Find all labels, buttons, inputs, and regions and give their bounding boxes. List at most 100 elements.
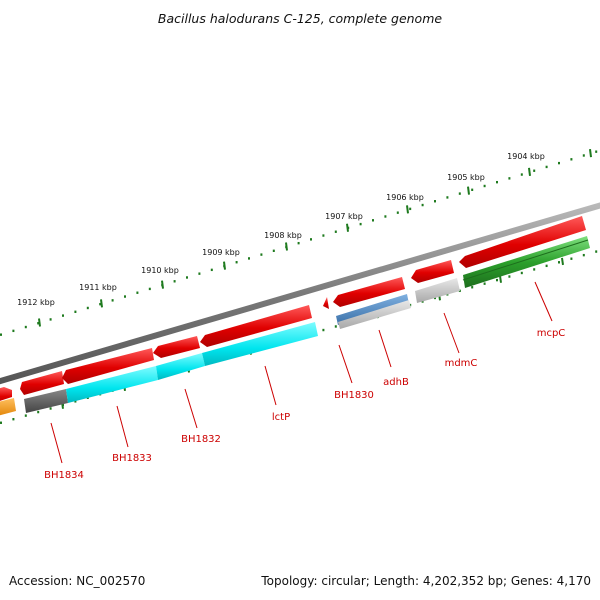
scale-tick-label: 1912 kbp <box>17 298 55 307</box>
inner-scale-dot <box>520 271 523 275</box>
scale-major-tick <box>346 223 349 232</box>
scale-minor-dot <box>272 249 275 252</box>
inner-scale-dot <box>496 278 498 282</box>
scale-minor-dot <box>508 177 511 180</box>
scale-minor-dot <box>37 322 40 325</box>
inner-scale-dot <box>37 410 40 414</box>
inner-scale-dot <box>558 261 560 264</box>
gene-arrow[interactable] <box>333 277 405 307</box>
inner-scale-dot <box>49 407 52 410</box>
inner-scale-dot <box>334 325 337 328</box>
scale-minor-dot <box>458 192 461 195</box>
inner-scale-dot <box>74 400 77 403</box>
gene-label-leader <box>338 344 353 384</box>
scale-minor-dot <box>248 257 250 260</box>
gene-arrow[interactable] <box>411 260 454 283</box>
gene-block-cyan[interactable] <box>156 353 205 380</box>
scale-minor-dot <box>372 219 374 222</box>
scale-minor-dot <box>396 211 399 214</box>
genome-backbone <box>0 202 600 385</box>
scale-tick-label: 1910 kbp <box>141 266 179 275</box>
gene-block-gray[interactable] <box>338 300 411 329</box>
inner-scale-dot <box>471 286 474 289</box>
gene-block-cyan[interactable] <box>202 322 318 366</box>
scale-minor-dot <box>99 302 102 306</box>
gene-label[interactable]: BH1830 <box>334 390 374 401</box>
gene-label-leader <box>443 312 460 354</box>
scale-minor-dot <box>12 329 15 333</box>
gene-block-orange[interactable] <box>0 398 16 418</box>
scale-minor-dot <box>483 184 486 188</box>
gene-arrow[interactable] <box>62 348 154 384</box>
accession-text: Accession: NC_002570 <box>9 574 146 588</box>
gene-arrow[interactable] <box>0 387 12 404</box>
inner-scale-tick <box>561 257 564 266</box>
inner-scale-dot <box>24 414 27 417</box>
map-title: Bacillus halodurans C-125, complete geno… <box>158 11 442 26</box>
gene-arrow[interactable] <box>153 336 200 358</box>
scale-minor-dot <box>148 287 151 291</box>
gene-label[interactable]: lctP <box>272 412 290 423</box>
scale-major-tick <box>161 280 164 289</box>
scale-major-tick <box>285 242 288 251</box>
gene-arrow[interactable] <box>20 371 64 395</box>
gene-block-gray[interactable] <box>415 278 460 303</box>
scale-tick-label: 1911 kbp <box>79 283 117 292</box>
gene-arrow[interactable] <box>200 305 312 347</box>
gene-block-cyan[interactable] <box>66 366 158 403</box>
scale-major-tick <box>589 148 592 158</box>
scale-minor-dot <box>86 306 89 310</box>
inner-scale-dot <box>582 253 585 257</box>
gene-label-leader <box>534 281 553 322</box>
gene-label-leader <box>116 405 129 448</box>
scale-minor-dot <box>136 291 139 294</box>
scale-major-tick <box>406 205 409 214</box>
scale-minor-dot <box>173 280 176 283</box>
scale-minor-dot <box>434 200 436 203</box>
scale-ticks-outer: 1904 kbp 1905 kbp 1906 kbp 1907 kbp 1908 kbp… <box>0 148 598 336</box>
inner-scale-dot <box>508 275 511 278</box>
genome-summary-text: Topology: circular; Length: 4,202,352 bp… <box>261 574 591 588</box>
gene-arrow[interactable] <box>323 297 329 309</box>
gene-label[interactable]: adhB <box>383 377 409 388</box>
gene-labels: mcpC mdmC adhB BH1830 lctP BH1832 BH1833 BH1834 <box>44 281 566 481</box>
scale-minor-dot <box>111 299 114 302</box>
scale-minor-dot <box>0 333 2 336</box>
scale-minor-dot <box>322 234 325 237</box>
gene-label[interactable]: mdmC <box>445 358 478 369</box>
scale-major-tick <box>223 261 226 270</box>
inner-scale-dot <box>533 268 536 271</box>
inner-scale-tick <box>499 275 502 283</box>
gene-arrow[interactable] <box>459 216 586 268</box>
scale-minor-dot <box>533 169 536 172</box>
inner-scale-dot <box>322 328 325 332</box>
scale-minor-dot <box>62 314 64 317</box>
scale-minor-dot <box>310 238 312 241</box>
gene-label[interactable]: BH1832 <box>181 434 221 445</box>
scale-minor-dot <box>570 158 573 161</box>
scale-minor-dot <box>558 161 560 165</box>
scale-tick-label: 1905 kbp <box>447 173 485 182</box>
gene-label[interactable]: BH1834 <box>44 470 84 481</box>
inner-scale-dot <box>421 300 424 303</box>
scale-minor-dot <box>496 180 498 184</box>
scale-tick-label: 1908 kbp <box>264 231 302 240</box>
scale-minor-dot <box>24 325 27 329</box>
scale-minor-dot <box>235 261 238 264</box>
scale-major-tick <box>38 318 41 327</box>
inner-scale-dot <box>570 257 573 260</box>
scale-minor-dot <box>545 165 548 169</box>
gene-block-dark[interactable] <box>24 389 68 413</box>
reverse-strand-genes <box>0 236 590 418</box>
gene-label-leader <box>264 365 277 406</box>
scale-minor-dot <box>210 268 213 272</box>
inner-scale-dot <box>0 421 2 424</box>
scale-minor-dot <box>446 196 449 199</box>
gene-label-leader <box>184 388 198 429</box>
scale-minor-dot <box>260 253 263 256</box>
scale-minor-dot <box>74 310 77 313</box>
gene-label[interactable]: mcpC <box>537 328 566 339</box>
gene-label[interactable]: BH1833 <box>112 453 152 464</box>
inner-scale-dot <box>483 282 486 285</box>
